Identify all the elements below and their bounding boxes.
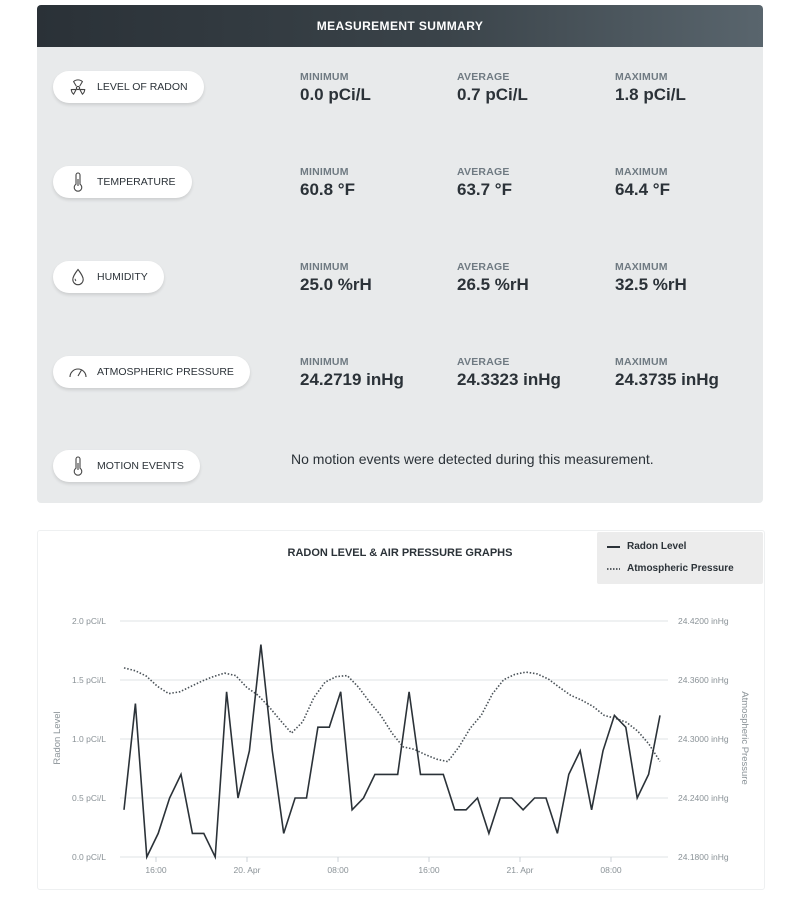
y-tick-label-left: 0.5 pCi/L <box>72 793 106 803</box>
y-tick-label-left: 1.5 pCi/L <box>72 675 106 685</box>
pressure-label: ATMOSPHERIC PRESSURE <box>97 366 234 378</box>
x-tick-label: 16:00 <box>418 865 440 875</box>
stat-label: AVERAGE <box>457 166 510 178</box>
radon-min: MINIMUM 0.0 pCi/L <box>300 71 371 105</box>
solid-line-swatch <box>607 545 620 548</box>
chart-title: RADON LEVEL & AIR PRESSURE GRAPHS <box>287 547 513 559</box>
temperature-pill[interactable]: TEMPERATURE <box>53 166 192 198</box>
stat-label: MAXIMUM <box>615 356 668 368</box>
temperature-label: TEMPERATURE <box>97 176 176 188</box>
stat-value: 24.3323 inHg <box>457 370 561 389</box>
stat-label: MINIMUM <box>300 356 349 368</box>
stat-value: 25.0 %rH <box>300 275 372 294</box>
legend-item-pressure[interactable]: Atmospheric Pressure <box>607 563 734 574</box>
metric-row-temperature: TEMPERATURE MINIMUM 60.8 °F AVERAGE 63.7… <box>37 166 763 226</box>
pressure-avg: AVERAGE 24.3323 inHg <box>457 356 561 390</box>
x-tick-label: 16:00 <box>145 865 167 875</box>
stat-value: 24.2719 inHg <box>300 370 404 389</box>
y-tick-label-left: 1.0 pCi/L <box>72 734 106 744</box>
stat-value: 32.5 %rH <box>615 275 687 294</box>
x-tick-label: 21. Apr <box>507 865 534 875</box>
summary-title: MEASUREMENT SUMMARY <box>37 5 763 47</box>
stat-label: MINIMUM <box>300 261 349 273</box>
chart-legend: Radon Level Atmospheric Pressure <box>597 532 763 584</box>
pressure-min: MINIMUM 24.2719 inHg <box>300 356 404 390</box>
temperature-avg: AVERAGE 63.7 °F <box>457 166 512 200</box>
y-tick-label-right: 24.2400 inHg <box>678 793 729 803</box>
pressure-series-line <box>123 667 661 763</box>
stat-value: 0.7 pCi/L <box>457 85 528 104</box>
y-tick-label-left: 2.0 pCi/L <box>72 616 106 626</box>
y-axis-label-left: Radon Level <box>52 711 63 764</box>
motion-status-text: No motion events were detected during th… <box>291 451 654 467</box>
legend-item-radon[interactable]: Radon Level <box>607 541 686 552</box>
stat-label: MAXIMUM <box>615 166 668 178</box>
stat-value: 24.3735 inHg <box>615 370 719 389</box>
axis-labels: 0.0 pCi/L 24.1800 inHg 0.5 pCi/L 24.2400 in… <box>72 616 729 875</box>
stat-value: 64.4 °F <box>615 180 670 199</box>
humidity-min: MINIMUM 25.0 %rH <box>300 261 372 295</box>
y-tick-label-right: 24.1800 inHg <box>678 852 729 862</box>
radon-pressure-chart: 0.0 pCi/L 24.1800 inHg 0.5 pCi/L 24.2400 in… <box>52 616 750 875</box>
stat-label: AVERAGE <box>457 71 510 83</box>
metric-row-radon: LEVEL OF RADON MINIMUM 0.0 pCi/L AVERAGE… <box>37 71 763 131</box>
humidity-label: HUMIDITY <box>97 271 148 283</box>
motion-pill[interactable]: MOTION EVENTS <box>53 450 200 482</box>
motion-label: MOTION EVENTS <box>97 460 184 472</box>
radiation-icon <box>67 77 89 97</box>
stat-value: 0.0 pCi/L <box>300 85 371 104</box>
stat-value: 1.8 pCi/L <box>615 85 686 104</box>
gauge-icon <box>67 362 89 382</box>
metric-row-pressure: ATMOSPHERIC PRESSURE MINIMUM 24.2719 inH… <box>37 356 763 416</box>
stat-label: MINIMUM <box>300 166 349 178</box>
y-tick-label-left: 0.0 pCi/L <box>72 852 106 862</box>
grid-lines <box>120 620 668 858</box>
stat-label: MINIMUM <box>300 71 349 83</box>
y-tick-label-right: 24.4200 inHg <box>678 616 729 626</box>
humidity-pill[interactable]: HUMIDITY <box>53 261 164 293</box>
metric-row-motion: MOTION EVENTS <box>37 450 763 503</box>
pressure-max: MAXIMUM 24.3735 inHg <box>615 356 719 390</box>
x-tick-label: 08:00 <box>327 865 349 875</box>
stat-label: MAXIMUM <box>615 261 668 273</box>
stat-value: 26.5 %rH <box>457 275 529 294</box>
legend-label: Atmospheric Pressure <box>627 563 734 574</box>
stat-label: AVERAGE <box>457 356 510 368</box>
humidity-avg: AVERAGE 26.5 %rH <box>457 261 529 295</box>
radon-pill[interactable]: LEVEL OF RADON <box>53 71 204 103</box>
pressure-pill[interactable]: ATMOSPHERIC PRESSURE <box>53 356 250 388</box>
series-lines <box>123 644 661 861</box>
legend-label: Radon Level <box>627 541 687 552</box>
metric-row-humidity: HUMIDITY MINIMUM 25.0 %rH AVERAGE 26.5 %… <box>37 261 763 321</box>
stat-value: 63.7 °F <box>457 180 512 199</box>
stat-label: MAXIMUM <box>615 71 668 83</box>
measurement-summary-panel: MEASUREMENT SUMMARY LEVEL OF RADON MINIM… <box>37 5 763 503</box>
motion-sensor-icon <box>67 456 89 476</box>
y-tick-label-right: 24.3000 inHg <box>678 734 729 744</box>
y-axis-label-right: Atmospheric Pressure <box>739 691 750 784</box>
dotted-line-swatch <box>607 567 620 570</box>
droplet-icon <box>67 267 89 287</box>
stat-value: 60.8 °F <box>300 180 355 199</box>
stat-label: AVERAGE <box>457 261 510 273</box>
temperature-min: MINIMUM 60.8 °F <box>300 166 355 200</box>
temperature-max: MAXIMUM 64.4 °F <box>615 166 670 200</box>
x-tick-label: 08:00 <box>600 865 622 875</box>
thermometer-icon <box>67 172 89 192</box>
chart-card <box>37 530 765 890</box>
y-tick-label-right: 24.3600 inHg <box>678 675 729 685</box>
radon-max: MAXIMUM 1.8 pCi/L <box>615 71 686 105</box>
humidity-max: MAXIMUM 32.5 %rH <box>615 261 687 295</box>
radon-series-line <box>123 644 661 861</box>
radon-avg: AVERAGE 0.7 pCi/L <box>457 71 528 105</box>
x-tick-label: 20. Apr <box>234 865 261 875</box>
radon-label: LEVEL OF RADON <box>97 81 188 93</box>
